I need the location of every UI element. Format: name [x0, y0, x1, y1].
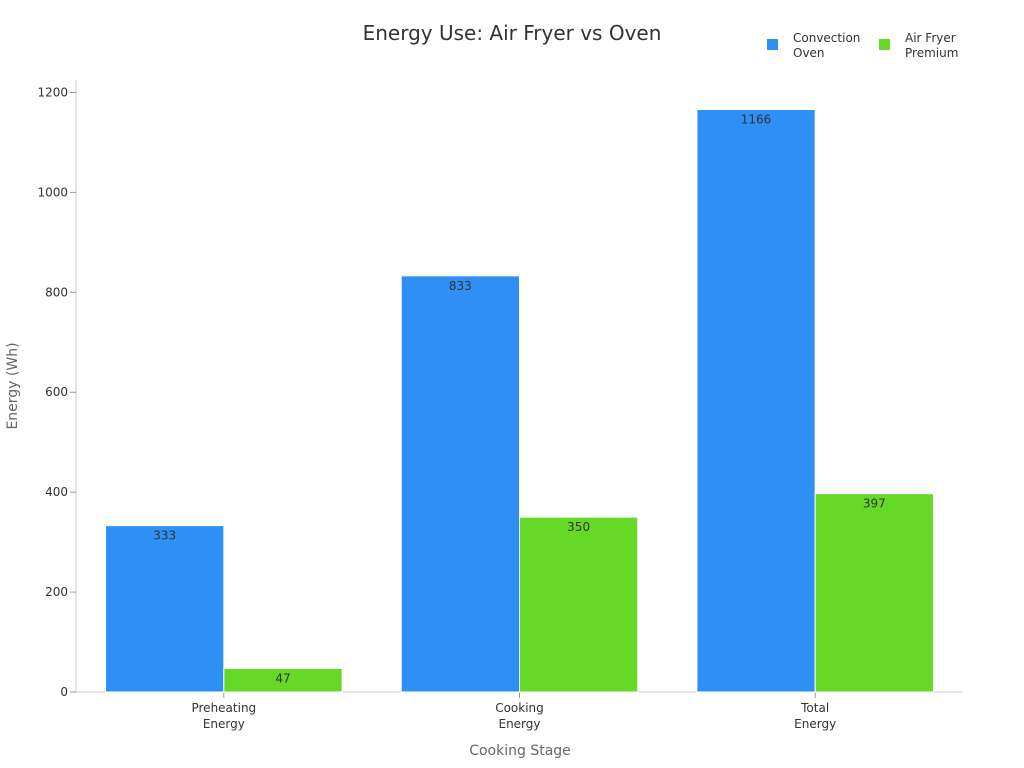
data-label: 47	[275, 672, 290, 686]
legend-label: Air Fryer Premium	[905, 31, 958, 60]
x-tick-label: Cooking Energy	[495, 701, 544, 731]
x-tick-label: Preheating Energy	[191, 701, 256, 731]
y-tick-label: 400	[45, 485, 68, 499]
y-tick-label: 1200	[37, 85, 68, 99]
data-label: 1166	[741, 112, 772, 126]
y-tick-label: 1000	[37, 185, 68, 199]
data-label: 833	[449, 279, 472, 293]
bar	[223, 668, 343, 693]
bar	[519, 516, 639, 693]
legend-swatch	[879, 39, 890, 50]
x-axis-ticks: Preheating Energy Cooking Energy Total Energy	[191, 692, 836, 731]
legend-label: Convection Oven	[793, 31, 860, 60]
legend: Convection Oven Air Fryer Premium	[767, 31, 958, 60]
y-axis-ticks: 0 200 400 600 800 1000 1200	[37, 85, 76, 699]
data-label: 350	[567, 520, 590, 534]
x-tick-label: Total Energy	[794, 701, 836, 731]
bar	[400, 275, 521, 693]
y-tick-label: 200	[45, 585, 68, 599]
data-labels: 333 47 833 350 1166 397	[153, 112, 886, 685]
x-axis-label: Cooking Stage	[469, 743, 571, 759]
data-label: 397	[863, 497, 886, 511]
y-tick-label: 600	[45, 385, 68, 399]
data-label: 333	[153, 529, 176, 543]
legend-swatch	[767, 39, 778, 50]
y-tick-label: 800	[45, 285, 68, 299]
bars	[105, 108, 934, 693]
chart-title: Energy Use: Air Fryer vs Oven	[363, 21, 662, 45]
bar	[696, 108, 816, 693]
y-axis-label: Energy (Wh)	[5, 342, 21, 429]
bar	[814, 493, 934, 693]
bar	[105, 525, 225, 693]
y-tick-label: 0	[60, 685, 68, 699]
